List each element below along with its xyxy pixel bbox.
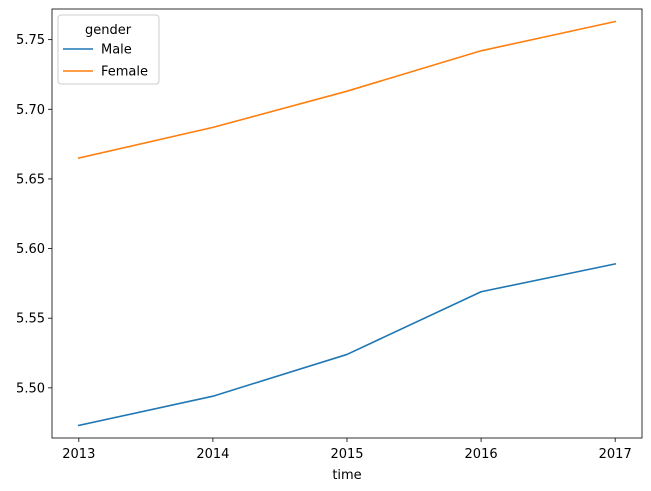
series-layer — [77, 20, 617, 427]
y-tick-label: 5.70 — [16, 103, 45, 118]
x-tick-label: 2016 — [465, 447, 498, 462]
series-line-male — [77, 262, 617, 427]
y-axis: 5.50 5.55 5.60 5.65 5.70 5.75 — [16, 33, 52, 396]
x-tick-label: 2017 — [599, 447, 632, 462]
y-tick-label: 5.60 — [16, 242, 45, 257]
x-tick-label: 2013 — [62, 447, 95, 462]
legend-box — [57, 14, 160, 85]
x-tick-label: 2015 — [330, 447, 363, 462]
legend-label-male: Male — [101, 43, 132, 58]
y-tick-label: 5.65 — [16, 172, 45, 187]
x-tick-label: 2014 — [196, 447, 229, 462]
y-tick-label: 5.50 — [16, 381, 45, 396]
legend-items: Male Female — [63, 43, 148, 80]
x-axis-title: time — [332, 468, 361, 483]
x-axis: 2013 2014 2015 2016 2017 — [62, 438, 632, 462]
legend: gender Male Female — [57, 14, 160, 85]
series-line-female — [77, 20, 617, 159]
legend-label-female: Female — [101, 65, 148, 80]
y-tick-label: 5.55 — [16, 312, 45, 327]
y-tick-label: 5.75 — [16, 33, 45, 48]
legend-title: gender — [85, 23, 132, 38]
